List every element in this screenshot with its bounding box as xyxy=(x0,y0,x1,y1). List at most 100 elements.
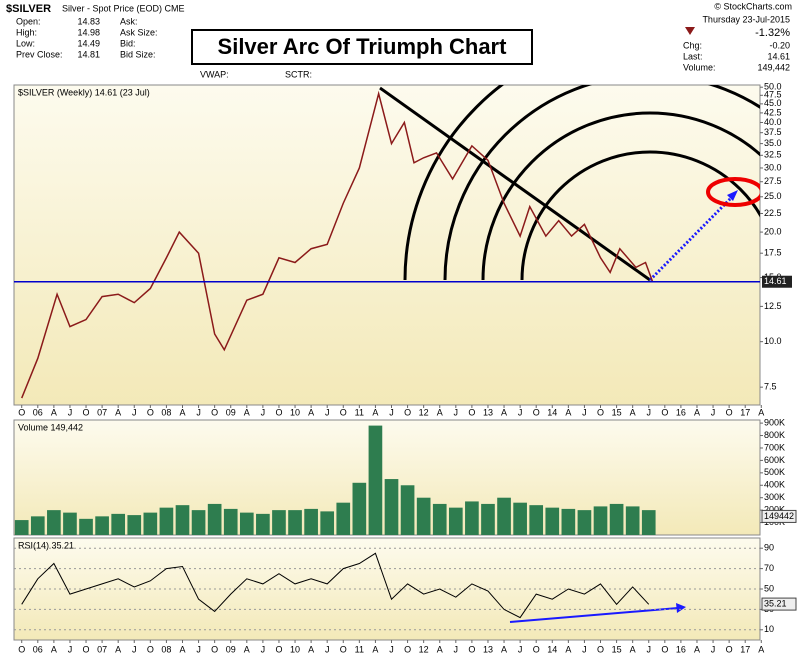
x-tick-label: A xyxy=(437,407,443,417)
volume-bar xyxy=(288,510,302,535)
x-tick-label: 10 xyxy=(290,644,300,654)
x-tick-label: J xyxy=(582,407,587,417)
x-tick-label: O xyxy=(404,644,411,654)
volume-bar xyxy=(191,510,206,535)
x-tick-label: 16 xyxy=(676,644,686,654)
x-tick-label: J xyxy=(582,644,587,654)
panel-label: Volume 149,442 xyxy=(18,422,83,432)
x-tick-label: J xyxy=(646,644,651,654)
x-tick-label: A xyxy=(244,644,250,654)
x-tick-label: J xyxy=(454,407,459,417)
x-tick-label: J xyxy=(68,644,73,654)
y-tick-label: 40.0 xyxy=(764,117,782,127)
x-tick-label: J xyxy=(518,644,523,654)
x-tick-label: J xyxy=(196,644,201,654)
trend-line xyxy=(379,86,651,282)
volume-bar xyxy=(207,503,222,535)
price-line xyxy=(21,90,654,399)
field-value: 14.49 xyxy=(77,38,100,48)
credit: © StockCharts.com xyxy=(714,1,792,11)
volume-bar xyxy=(143,512,158,535)
x-tick-label: O xyxy=(147,644,154,654)
x-tick-label: J xyxy=(196,407,201,417)
y-tick-label: 700K xyxy=(764,442,785,452)
panel-label: RSI(14) 35.21 xyxy=(18,540,74,550)
x-tick-label: O xyxy=(468,407,475,417)
volume-bar xyxy=(497,497,511,535)
field-value: 14.61 xyxy=(767,51,790,61)
y-tick-label: 10 xyxy=(764,624,774,634)
x-tick-label: O xyxy=(83,407,90,417)
y-tick-label: 200K xyxy=(764,505,785,515)
x-tick-label: 14 xyxy=(547,644,557,654)
field-label: Ask: xyxy=(120,16,138,26)
volume-bar xyxy=(481,503,495,535)
x-tick-label: J xyxy=(454,644,459,654)
x-tick-label: A xyxy=(308,644,314,654)
x-tick-label: O xyxy=(533,407,540,417)
y-tick-label: 900K xyxy=(764,417,785,427)
volume-bar xyxy=(352,482,367,535)
arc xyxy=(443,85,760,281)
x-tick-label: A xyxy=(565,407,571,417)
arc xyxy=(403,85,505,281)
x-tick-label: 11 xyxy=(355,644,364,654)
y-tick-label: 37.5 xyxy=(764,127,782,137)
x-tick-label: 09 xyxy=(226,644,236,654)
x-tick-label: A xyxy=(758,407,764,417)
value-badge xyxy=(762,275,792,288)
arc xyxy=(481,111,760,281)
x-tick-label: J xyxy=(518,407,523,417)
volume-bar xyxy=(593,506,608,535)
y-tick-label: 800K xyxy=(764,430,785,440)
y-tick-label: 12.5 xyxy=(764,301,782,311)
x-tick-label: A xyxy=(630,407,636,417)
y-tick-label: 30.0 xyxy=(764,162,782,172)
volume-bar xyxy=(175,505,190,535)
value-badge-text: 35.21 xyxy=(764,598,787,608)
volume-bar xyxy=(336,502,351,535)
x-tick-label: J xyxy=(325,644,330,654)
volume-bar xyxy=(384,479,399,535)
x-tick-label: 12 xyxy=(419,407,429,417)
x-tick-label: J xyxy=(646,407,651,417)
field-label: Prev Close: xyxy=(16,49,63,59)
volume-bar xyxy=(465,501,479,535)
field-label: Open: xyxy=(16,16,41,26)
arc xyxy=(520,150,760,281)
y-tick-label: 20.0 xyxy=(764,226,782,236)
y-tick-label: 32.5 xyxy=(764,150,782,160)
volume-bar xyxy=(239,512,254,535)
x-tick-label: A xyxy=(758,644,764,654)
x-tick-label: A xyxy=(694,407,700,417)
price-line xyxy=(21,552,650,619)
y-tick-label: 50 xyxy=(764,583,774,593)
field-label: SCTR: xyxy=(285,69,312,79)
x-tick-label: O xyxy=(211,644,218,654)
x-tick-label: 17 xyxy=(740,644,750,654)
field-value: 149,442 xyxy=(757,62,790,72)
x-tick-label: J xyxy=(132,644,137,654)
x-tick-label: O xyxy=(275,407,282,417)
x-tick-label: 09 xyxy=(226,407,236,417)
x-tick-label: 07 xyxy=(97,407,107,417)
x-tick-label: 16 xyxy=(676,407,686,417)
field-value: 14.98 xyxy=(77,27,100,37)
volume-bar xyxy=(256,513,270,535)
y-tick-label: 7.5 xyxy=(764,382,777,392)
x-tick-label: J xyxy=(68,407,73,417)
x-tick-label: J xyxy=(261,407,266,417)
x-tick-label: A xyxy=(630,644,636,654)
y-tick-label: 42.5 xyxy=(764,107,782,117)
volume-bar xyxy=(127,515,142,535)
title: Silver Arc Of Triumph Chart xyxy=(218,34,508,59)
x-tick-label: J xyxy=(389,644,394,654)
price-panel xyxy=(13,84,761,406)
x-tick-label: 17 xyxy=(740,407,750,417)
arrow-head xyxy=(727,190,738,201)
arrow-head xyxy=(676,603,686,613)
x-tick-label: A xyxy=(437,644,443,654)
field-value: 14.81 xyxy=(77,49,100,59)
volume-bar xyxy=(304,508,318,535)
volume-bar xyxy=(561,508,576,535)
